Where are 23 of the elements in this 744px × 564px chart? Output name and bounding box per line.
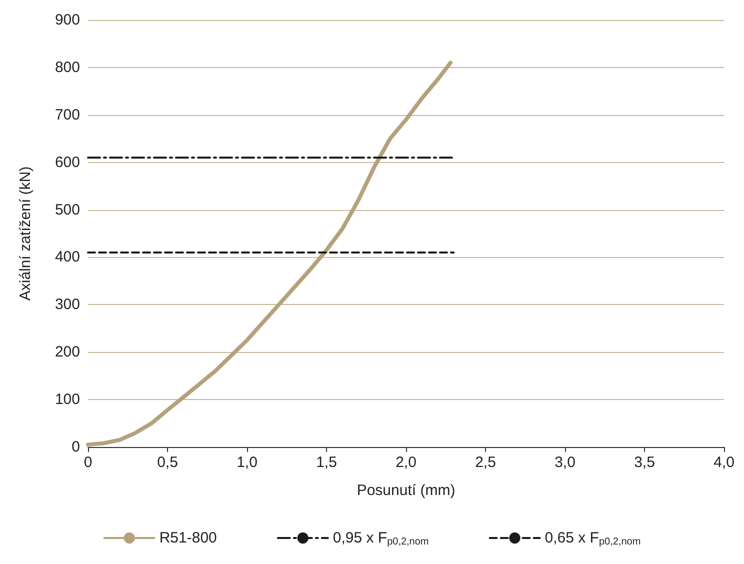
y-tick-label: 800 — [54, 58, 80, 76]
x-tick-label: 0 — [84, 454, 92, 471]
x-tick-label: 3,5 — [634, 454, 655, 471]
x-tick-label: 0,5 — [157, 454, 178, 471]
x-tick-label: 3,0 — [554, 454, 576, 471]
legend-label: R51-800 — [159, 530, 217, 546]
y-tick-label: 100 — [54, 391, 80, 408]
line-series — [86, 60, 453, 447]
x-tick-label: 2,5 — [475, 454, 496, 471]
y-tick-label: 600 — [54, 154, 80, 171]
x-tick-label: 4,0 — [714, 454, 734, 471]
x-axis-title: Posunutí (mm) — [356, 482, 456, 499]
y-tick-label: 0 — [72, 438, 80, 456]
x-tick-label: 1,0 — [236, 454, 258, 471]
y-tick-label: 500 — [54, 201, 80, 218]
x-tick-label: 1,5 — [316, 454, 337, 471]
y-tick-label: 700 — [54, 106, 80, 124]
y-tick-label: 200 — [54, 344, 80, 361]
y-tick-label: 300 — [54, 296, 80, 314]
y-axis-title: Axiální zatížení (kN) — [17, 166, 34, 301]
y-tick-label: 900 — [54, 12, 80, 28]
y-tick-label: 400 — [54, 248, 80, 266]
x-tick-label: 2,0 — [396, 454, 416, 471]
